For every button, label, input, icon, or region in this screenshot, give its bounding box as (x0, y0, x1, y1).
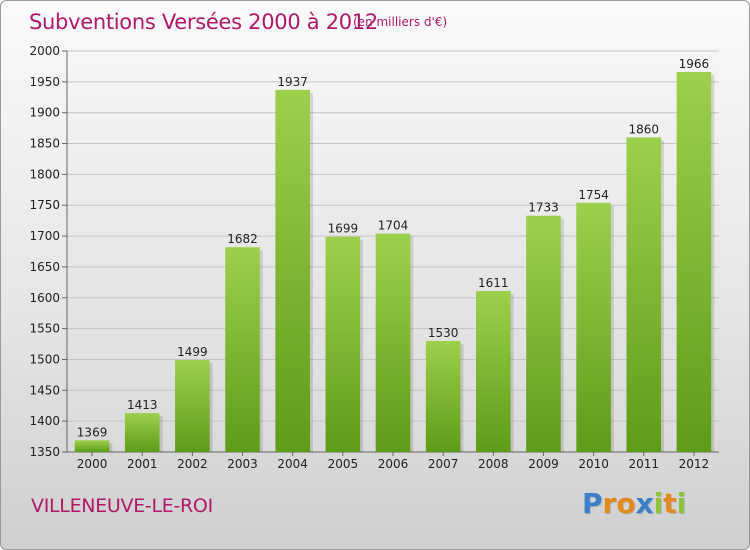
bar-2004 (275, 89, 310, 453)
proxiti-logo[interactable]: Proxiti (582, 487, 686, 520)
y-tick-label: 1750 (29, 198, 60, 212)
logo-letter: o (616, 487, 636, 520)
logo-letter: r (602, 487, 617, 520)
data-label: 1499 (177, 345, 208, 359)
bars: 1369 1413 1499 1682 1937 1699 1704 1530 1611 1733… (74, 57, 715, 453)
chart-subtitle: (en milliers d'€) (353, 15, 448, 29)
x-tick-label: 2003 (227, 457, 258, 471)
data-label: 1611 (478, 276, 509, 290)
bar-2012 (676, 71, 712, 452)
x-tick-label: 2006 (378, 457, 409, 471)
logo-letter: t (663, 487, 677, 520)
y-tick-label: 1700 (29, 229, 60, 243)
bar-2000 (74, 440, 110, 452)
y-tick-label: 1950 (29, 75, 60, 89)
bar-2001 (124, 413, 160, 452)
x-tick-label: 2007 (428, 457, 459, 471)
x-tick-label: 2000 (77, 457, 108, 471)
data-label: 1699 (328, 222, 359, 236)
logo-letter: i (676, 487, 687, 520)
y-tick-label: 1800 (29, 167, 60, 181)
data-label: 1733 (528, 201, 559, 215)
x-tick-label: 2001 (127, 457, 158, 471)
y-tick-label: 1650 (29, 260, 60, 274)
x-tick-label: 2009 (528, 457, 559, 471)
data-label: 1682 (227, 232, 258, 246)
data-label: 1966 (679, 57, 710, 71)
bar-2010 (576, 202, 611, 452)
chart-title: Subventions Versées 2000 à 2012 (29, 10, 378, 34)
commune-name: VILLENEUVE-LE-ROI (31, 495, 213, 517)
y-tick-label: 1350 (29, 445, 60, 459)
data-label: 1530 (428, 326, 459, 340)
x-tick-label: 2004 (277, 457, 308, 471)
logo-letter: P (582, 487, 603, 520)
bar-2011 (626, 137, 662, 452)
y-tick-label: 1900 (29, 106, 60, 120)
x-tick-label: 2002 (177, 457, 208, 471)
bar-2005 (325, 236, 361, 452)
y-tick-label: 1600 (29, 291, 60, 305)
data-label: 1754 (578, 188, 609, 202)
data-label: 1860 (628, 122, 659, 136)
y-tick-label: 2000 (29, 44, 60, 58)
y-tick-label: 1500 (29, 352, 60, 366)
y-tick-label: 1550 (29, 322, 60, 336)
bar-2002 (175, 360, 210, 452)
x-tick-label: 2008 (478, 457, 509, 471)
bar-2003 (225, 247, 260, 452)
data-label: 1704 (378, 219, 409, 233)
bar-2007 (425, 340, 461, 452)
x-axis: 2000 2001 2002 2003 2004 2005 2006 2007 2008 2009… (77, 452, 709, 471)
y-tick-label: 1850 (29, 137, 60, 151)
data-label: 1369 (77, 425, 108, 439)
y-tick-label: 1450 (29, 383, 60, 397)
logo-letter: x (635, 487, 654, 520)
y-tick-label: 1400 (29, 414, 60, 428)
bar-2006 (375, 233, 411, 452)
x-tick-label: 2012 (679, 457, 710, 471)
data-label: 1413 (127, 398, 158, 412)
bar-2009 (526, 215, 561, 452)
x-tick-label: 2011 (628, 457, 659, 471)
data-label: 1937 (277, 75, 308, 89)
bar-2008 (476, 290, 511, 452)
logo-letter: i (653, 487, 664, 520)
x-tick-label: 2010 (578, 457, 609, 471)
x-tick-label: 2005 (328, 457, 359, 471)
